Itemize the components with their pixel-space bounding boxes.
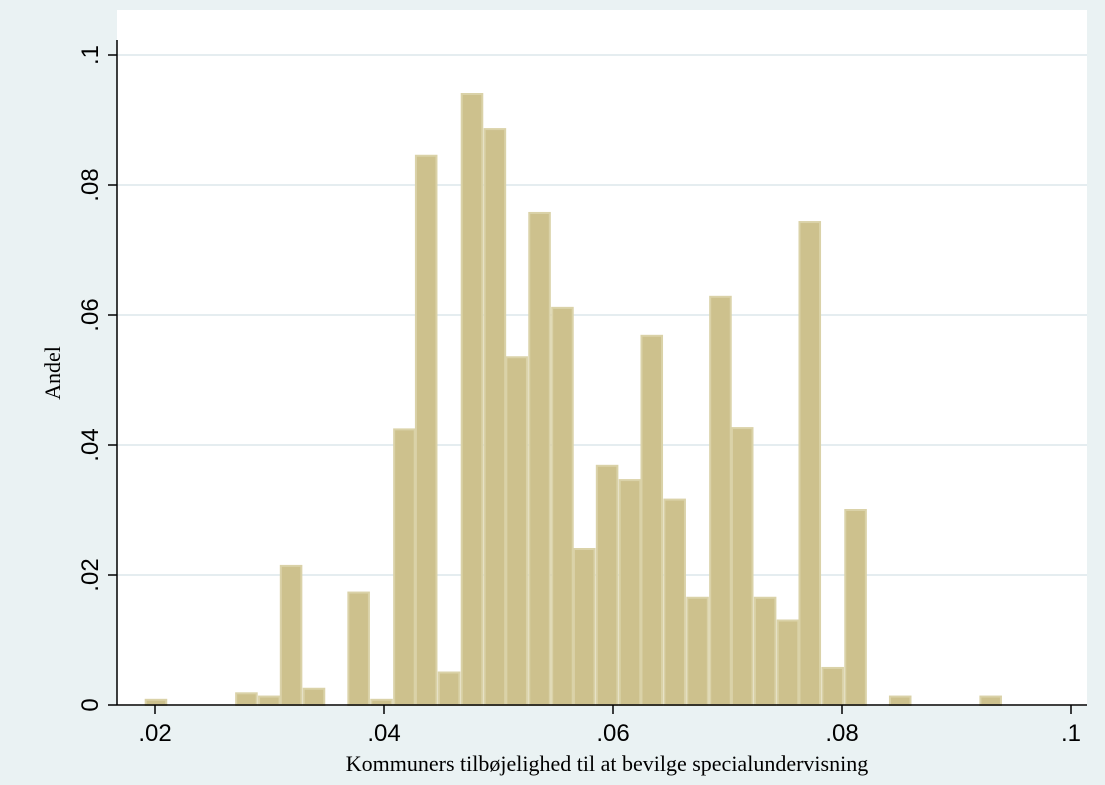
histogram-bar [753, 596, 777, 706]
x-tick-label: .1 [1061, 720, 1081, 747]
histogram-bar [460, 93, 484, 706]
histogram-bar [347, 591, 370, 706]
ticks: .02 .04 .06 .08 .1 0 .02 .04 .06 .08 .1 [77, 45, 1081, 747]
histogram-bar [483, 128, 507, 707]
y-tick-label: .02 [77, 558, 104, 591]
histogram-bar [821, 666, 844, 707]
y-tick-label: .04 [77, 428, 104, 461]
x-tick-label: .02 [138, 720, 171, 747]
histogram-bar [979, 695, 1002, 706]
x-tick-label: .06 [596, 720, 629, 747]
histogram-bar [528, 211, 551, 706]
histogram-bar [370, 698, 393, 706]
histogram-bar [258, 695, 281, 706]
histogram-bar [595, 464, 619, 706]
y-tick-label: 0 [77, 698, 104, 711]
histogram-bar [302, 687, 326, 706]
x-tick-label: .04 [367, 720, 400, 747]
histogram-bar [709, 295, 732, 706]
y-tick-label: .06 [77, 298, 104, 331]
histogram-bar [844, 509, 867, 706]
histogram-bar [572, 548, 596, 706]
histogram-bar [235, 692, 258, 706]
histogram-bar [776, 619, 800, 706]
x-tick-label: .08 [825, 720, 858, 747]
histogram-bar [551, 306, 574, 706]
histogram-bar [393, 428, 416, 706]
y-axis-title: Andel [40, 346, 65, 400]
histogram-bar [730, 427, 754, 706]
x-axis-title: Kommuners tilbøjelighed til at bevilge s… [346, 751, 868, 776]
histogram-bar [686, 596, 709, 706]
histogram-bar [144, 698, 168, 706]
histogram-bar [437, 671, 461, 706]
histogram-bar [279, 564, 303, 707]
histogram-bar [663, 498, 686, 706]
y-tick-label: .1 [77, 45, 104, 65]
y-tick-label: .08 [77, 168, 104, 201]
histogram-bar [640, 334, 664, 706]
histogram-bar [798, 221, 822, 707]
histogram-bar [618, 479, 642, 706]
histogram-bar [505, 356, 528, 706]
histogram-bar [414, 154, 438, 706]
histogram-bar [888, 695, 912, 706]
axes [116, 40, 1087, 706]
